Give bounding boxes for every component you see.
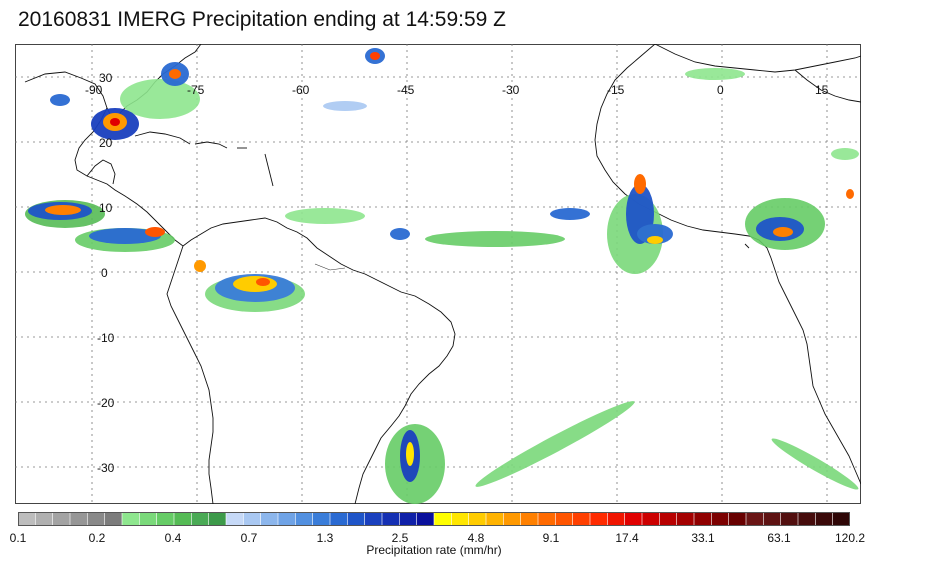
colorbar-label: 17.4 (615, 531, 639, 545)
map-frame (15, 44, 861, 504)
colorbar-cell (416, 512, 435, 526)
colorbar-title: Precipitation rate (mm/hr) (366, 543, 502, 557)
colorbar-cell (139, 512, 158, 526)
colorbar-label: 33.1 (691, 531, 715, 545)
colorbar-cell (35, 512, 54, 526)
colorbar-cell (503, 512, 522, 526)
colorbar-cell (815, 512, 834, 526)
colorbar-cell (156, 512, 175, 526)
map-title: 20160831 IMERG Precipitation ending at 1… (18, 8, 506, 31)
lon-label: -30 (502, 83, 520, 97)
colorbar-cell (745, 512, 765, 526)
colorbar-cell (433, 512, 453, 526)
colorbar-cell (659, 512, 678, 526)
lat-label: 30 (99, 71, 113, 85)
lat-label: -20 (97, 396, 115, 410)
lat-label: -10 (97, 331, 115, 345)
colorbar-label: 4.8 (467, 531, 485, 545)
longitude-labels: -90 -75 -60 -45 -30 -15 0 15 (85, 83, 829, 97)
precip-heavy (45, 52, 854, 466)
colorbar-cell (728, 512, 747, 526)
colorbar-cell (87, 512, 106, 526)
colorbar-cell (208, 512, 227, 526)
colorbar-cell (69, 512, 89, 526)
colorbar-cell (451, 512, 470, 526)
lon-label: -15 (607, 83, 625, 97)
colorbar-cell (173, 512, 193, 526)
colorbar-cell (364, 512, 383, 526)
colorbar-cell (468, 512, 487, 526)
colorbar-cells (18, 512, 850, 526)
colorbar-cell (676, 512, 695, 526)
lat-label: 10 (99, 201, 113, 215)
colorbar-label: 0.1 (9, 531, 27, 545)
colorbar-cell (104, 512, 123, 526)
colorbar-cell (763, 512, 782, 526)
lat-label: 20 (99, 136, 113, 150)
colorbar-cell (572, 512, 591, 526)
colorbar-cell (225, 512, 245, 526)
colorbar-cell (624, 512, 643, 526)
colorbar-cell (52, 512, 71, 526)
lat-label: 0 (101, 266, 108, 280)
colorbar-cell (121, 512, 141, 526)
colorbar-cell (243, 512, 262, 526)
colorbar-cell (607, 512, 626, 526)
colorbar-cell (780, 512, 799, 526)
colorbar-cell (641, 512, 661, 526)
precipitation-map[interactable]: -90 -75 -60 -45 -30 -15 0 15 30 20 10 0 … (15, 44, 861, 504)
colorbar-cell (520, 512, 539, 526)
lon-label: -45 (397, 83, 415, 97)
colorbar-cell (329, 512, 349, 526)
colorbar-cell (18, 512, 37, 526)
colorbar-label: 1.3 (316, 531, 334, 545)
colorbar-cell (589, 512, 609, 526)
colorbar-cell (797, 512, 817, 526)
colorbar-cell (191, 512, 210, 526)
colorbar-label: 0.2 (88, 531, 106, 545)
colorbar-cell (312, 512, 331, 526)
lon-label: -75 (187, 83, 205, 97)
colorbar-cell (832, 512, 850, 526)
lon-label: 15 (815, 83, 829, 97)
colorbar-cell (693, 512, 713, 526)
colorbar (18, 512, 850, 526)
colorbar-cell (537, 512, 557, 526)
colorbar-label: 0.4 (164, 531, 182, 545)
colorbar-label: 2.5 (391, 531, 409, 545)
colorbar-label: 0.7 (240, 531, 258, 545)
lon-label: -60 (292, 83, 310, 97)
colorbar-cell (277, 512, 297, 526)
colorbar-cell (260, 512, 279, 526)
lat-label: -30 (97, 461, 115, 475)
colorbar-cell (485, 512, 505, 526)
colorbar-cell (381, 512, 401, 526)
colorbar-cell (555, 512, 574, 526)
colorbar-label: 9.1 (542, 531, 560, 545)
lon-label: 0 (717, 83, 724, 97)
latitude-labels: 30 20 10 0 -10 -20 -30 (97, 71, 115, 475)
colorbar-cell (399, 512, 418, 526)
colorbar-cell (711, 512, 730, 526)
lon-label: -90 (85, 83, 103, 97)
colorbar-label: 120.2 (834, 531, 866, 545)
colorbar-cell (295, 512, 314, 526)
colorbar-cell (347, 512, 366, 526)
colorbar-label: 63.1 (767, 531, 791, 545)
